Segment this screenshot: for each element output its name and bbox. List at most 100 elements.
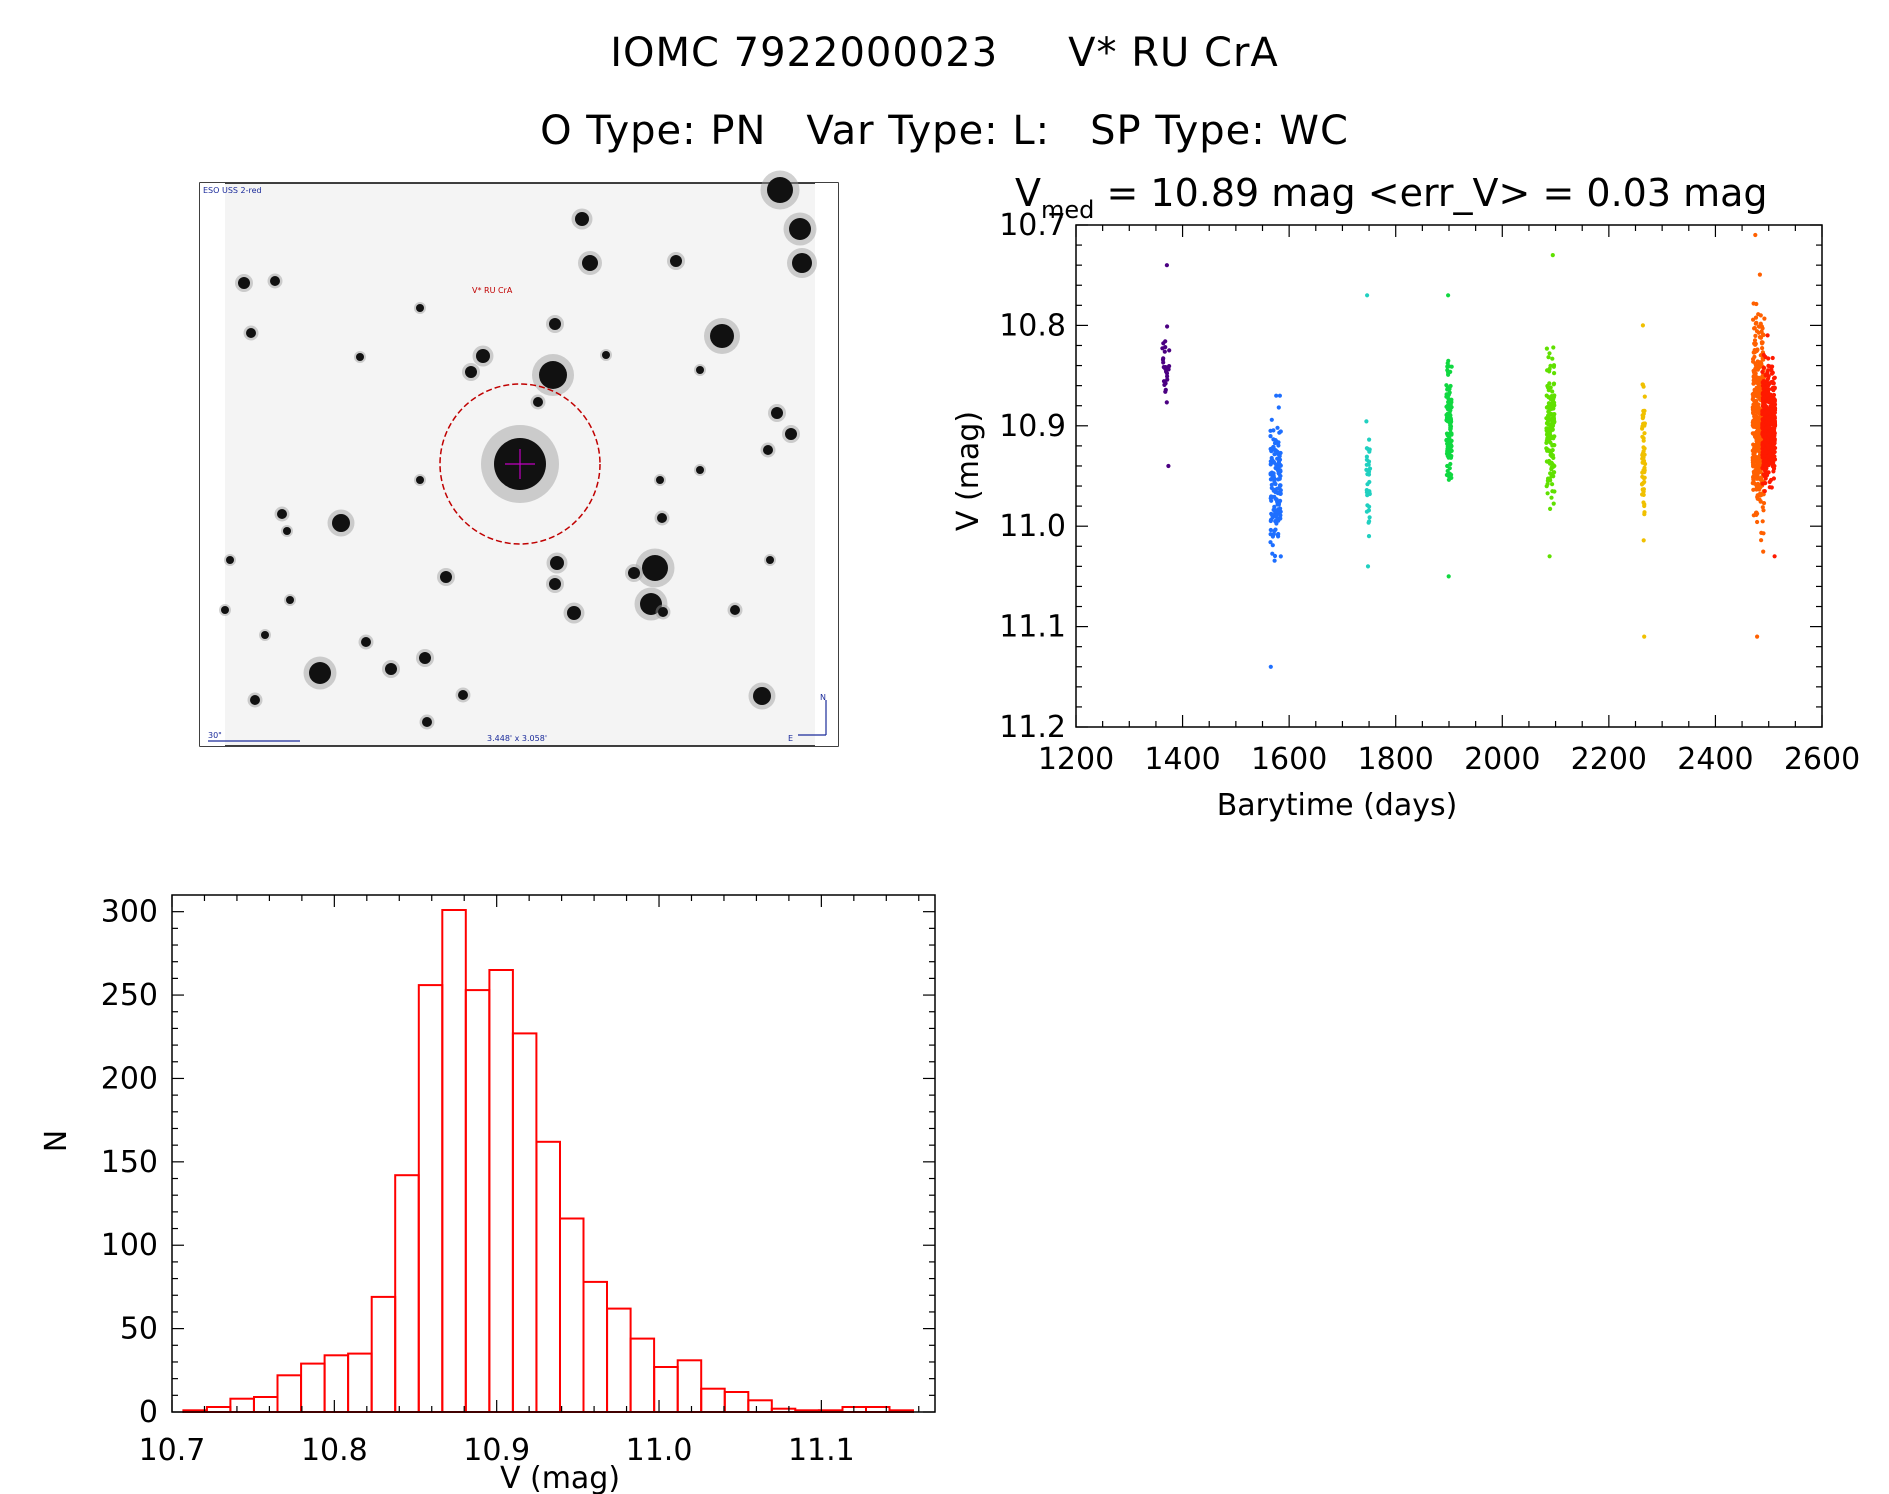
- x-tick-label: 2000: [1464, 742, 1540, 777]
- light-curve-point: [1759, 340, 1764, 345]
- light-curve-point: [1767, 485, 1772, 490]
- histogram-bar: [300, 1362, 326, 1413]
- light-curve-point: [1752, 457, 1757, 462]
- histogram-bar: [464, 989, 491, 1413]
- y-tick-label: 11.0: [999, 509, 1066, 544]
- light-curve-point: [1762, 453, 1767, 458]
- light-curve-point: [1277, 454, 1282, 459]
- light-curve-points: [1160, 232, 1778, 669]
- light-curve-point: [1445, 404, 1450, 409]
- histogram-ylabel: N: [39, 1130, 74, 1152]
- x-tick-label: 2400: [1677, 742, 1753, 777]
- x-tick-label: 1200: [1038, 742, 1114, 777]
- compass-north-label: N: [820, 693, 826, 702]
- star: [465, 366, 477, 378]
- light-curve-point: [1772, 399, 1777, 404]
- light-curve-point: [1549, 454, 1554, 459]
- light-curve-point: [1544, 428, 1549, 433]
- light-curve-point: [1641, 436, 1646, 441]
- light-curve-point: [1365, 503, 1370, 508]
- star: [658, 607, 668, 617]
- light-curve-point: [1278, 498, 1283, 503]
- star: [640, 593, 662, 615]
- light-curve-point: [1449, 364, 1454, 369]
- star: [642, 555, 668, 581]
- light-curve-point: [1278, 468, 1283, 473]
- light-curve-point: [1770, 445, 1775, 450]
- x-tick-label: 2200: [1571, 742, 1647, 777]
- light-curve-point: [1772, 419, 1777, 424]
- light-curve-point: [1549, 461, 1555, 466]
- object-label: V* RU CrA: [472, 286, 513, 295]
- light-curve-point: [1770, 427, 1775, 432]
- object-type: O Type: PN: [540, 108, 767, 154]
- light-curve-point: [1165, 324, 1170, 329]
- histogram-bar: [723, 1391, 750, 1413]
- histogram-bar: [394, 1174, 420, 1413]
- light-curve-point: [1751, 406, 1756, 411]
- light-curve-point: [1544, 440, 1549, 445]
- light-curve-point: [1764, 473, 1770, 478]
- histogram-bar: [582, 1280, 608, 1414]
- light-curve-point: [1759, 329, 1764, 334]
- y-tick-label: 250: [101, 978, 158, 1013]
- light-curve-point: [1752, 387, 1757, 392]
- light-curve-point: [1444, 472, 1449, 478]
- light-curve-point: [1449, 431, 1454, 436]
- star: [416, 304, 424, 312]
- histogram-bar: [347, 1352, 373, 1413]
- light-curve-point: [1274, 497, 1279, 502]
- light-curve-point: [1641, 384, 1646, 389]
- light-curve-point: [1753, 232, 1758, 238]
- light-curve-point: [1449, 400, 1454, 405]
- y-tick-label: 150: [101, 1145, 158, 1180]
- light-curve-point: [1641, 421, 1646, 426]
- light-curve-point: [1754, 435, 1759, 440]
- histogram-bar: [488, 969, 514, 1413]
- light-curve-point: [1274, 393, 1279, 398]
- light-curve-point: [1755, 519, 1760, 525]
- light-curve-point: [1759, 538, 1764, 543]
- x-tick-label: 10.7: [139, 1433, 206, 1468]
- light-curve-point: [1641, 458, 1647, 463]
- light-curve-point: [1751, 301, 1756, 306]
- title-subscript: med: [1041, 196, 1094, 224]
- light-curve-point: [1545, 436, 1550, 441]
- light-curve-point: [1367, 466, 1373, 471]
- light-curve-title: Vmed = 10.89 mag <err_V> = 0.03 mag: [1015, 171, 1768, 224]
- light-curve-point: [1276, 502, 1281, 507]
- light-curve-point: [1641, 500, 1646, 505]
- light-curve-point: [1753, 416, 1758, 421]
- light-curve-point: [1772, 423, 1778, 428]
- light-curve-point: [1550, 253, 1555, 258]
- light-curve-point: [1768, 413, 1774, 418]
- sky-image-right-margin: [815, 183, 838, 746]
- light-curve-point: [1757, 272, 1762, 277]
- light-curve-point: [1273, 509, 1278, 515]
- y-tick-label: 10.8: [999, 308, 1066, 343]
- light-curve-point: [1771, 442, 1776, 447]
- title-rest: = 10.89 mag <err_V> = 0.03 mag: [1094, 171, 1767, 215]
- light-curve-point: [1446, 431, 1451, 437]
- star: [582, 255, 598, 271]
- light-curve-point: [1751, 359, 1756, 364]
- light-curve-point: [1642, 634, 1647, 639]
- light-curve-xlabel: Barytime (days): [1217, 788, 1458, 823]
- light-curve-point: [1756, 324, 1761, 329]
- light-curve-point: [1762, 489, 1767, 494]
- light-curve-point: [1765, 333, 1770, 338]
- light-curve-point: [1547, 554, 1552, 559]
- light-curve-point: [1445, 364, 1450, 369]
- light-curve-panel: Vmed = 10.89 mag <err_V> = 0.03 mag 1200…: [951, 171, 1860, 823]
- light-curve-point: [1751, 419, 1756, 425]
- light-curve-point: [1366, 534, 1372, 539]
- light-curve-point: [1770, 355, 1775, 361]
- histogram-bar: [700, 1387, 726, 1413]
- light-curve-point: [1642, 452, 1647, 457]
- light-curve-point: [1753, 510, 1759, 515]
- star: [286, 596, 294, 604]
- star: [766, 556, 774, 564]
- light-curve-point: [1273, 466, 1278, 471]
- light-curve-point: [1268, 428, 1273, 433]
